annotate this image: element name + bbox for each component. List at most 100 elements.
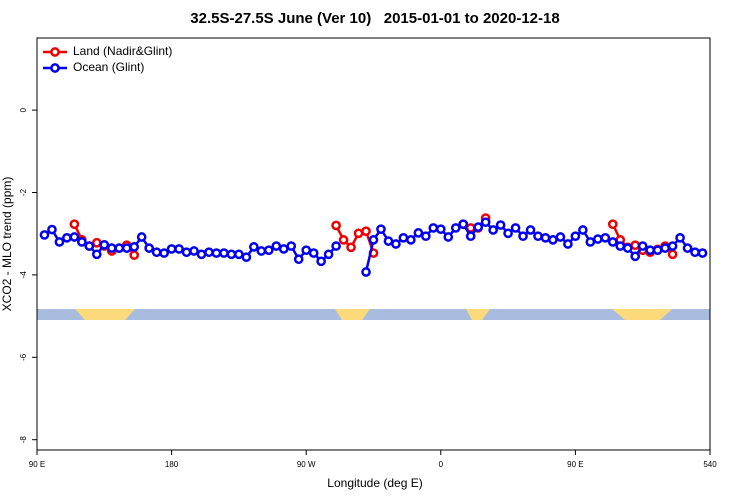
y-tick-label: -2 xyxy=(19,188,28,196)
point xyxy=(667,249,678,260)
point xyxy=(181,247,192,258)
point xyxy=(39,230,50,240)
x-tick-label: 90 E xyxy=(29,460,45,469)
point xyxy=(398,232,409,243)
point xyxy=(241,252,252,263)
point xyxy=(480,217,491,228)
point xyxy=(488,225,498,235)
point xyxy=(144,243,155,253)
point xyxy=(540,232,551,243)
point xyxy=(435,224,446,235)
point xyxy=(91,237,102,248)
point xyxy=(495,220,506,230)
point xyxy=(690,247,700,258)
point xyxy=(106,243,117,253)
x-tick-label: 540 xyxy=(703,460,717,469)
point xyxy=(473,222,484,232)
point xyxy=(600,232,611,243)
point xyxy=(592,234,603,244)
point xyxy=(249,242,259,252)
point xyxy=(159,248,169,258)
chart-title: 32.5S-27.5S June (Ver 10) 2015-01-01 to … xyxy=(190,10,559,27)
x-tick-label: 0 xyxy=(439,460,444,469)
point xyxy=(570,231,581,242)
point xyxy=(263,245,274,256)
point xyxy=(443,232,454,242)
point xyxy=(645,245,656,256)
point xyxy=(346,242,356,253)
legend-marker xyxy=(50,47,60,57)
point xyxy=(136,232,147,242)
point xyxy=(578,225,588,235)
legend-label: Ocean (Glint) xyxy=(73,60,144,74)
point xyxy=(278,244,289,254)
point xyxy=(331,241,341,251)
point xyxy=(316,256,327,267)
land-patch xyxy=(335,309,370,320)
point xyxy=(174,244,184,254)
point xyxy=(211,248,222,258)
point xyxy=(503,228,513,239)
point xyxy=(84,241,95,251)
point xyxy=(420,231,431,242)
point xyxy=(518,231,528,242)
point xyxy=(256,246,267,256)
y-tick-label: 0 xyxy=(19,107,28,112)
point xyxy=(271,241,282,251)
point xyxy=(189,246,199,256)
land-patch xyxy=(75,309,135,320)
land-patch xyxy=(612,309,672,320)
point xyxy=(323,249,334,260)
point xyxy=(555,232,566,242)
point xyxy=(533,231,543,242)
point xyxy=(293,254,304,265)
point xyxy=(376,224,386,235)
point xyxy=(548,235,558,245)
point xyxy=(465,231,476,242)
x-tick-label: 90 E xyxy=(567,460,583,469)
point xyxy=(219,248,229,258)
point xyxy=(675,232,685,243)
y-tick-label: -6 xyxy=(19,353,28,361)
point xyxy=(338,235,349,245)
point xyxy=(660,243,670,253)
point xyxy=(450,223,461,233)
y-tick-label: -8 xyxy=(19,436,28,444)
point xyxy=(630,240,641,251)
point xyxy=(226,249,237,260)
legend-marker xyxy=(50,63,60,73)
land-ocean-band xyxy=(37,309,710,320)
x-tick-label: 90 W xyxy=(297,460,316,469)
point xyxy=(383,236,394,246)
land-patch xyxy=(466,309,490,320)
point xyxy=(458,219,469,230)
point xyxy=(585,237,596,247)
point xyxy=(622,243,633,253)
point xyxy=(406,235,416,245)
point xyxy=(637,241,648,251)
point xyxy=(361,226,371,237)
point xyxy=(69,232,80,242)
point xyxy=(99,239,110,250)
point xyxy=(652,245,663,256)
point xyxy=(69,219,80,230)
point xyxy=(607,219,618,230)
point xyxy=(563,239,573,249)
point xyxy=(151,247,162,258)
point xyxy=(77,237,87,247)
point xyxy=(301,245,312,256)
point xyxy=(62,232,72,243)
point xyxy=(121,243,132,253)
point xyxy=(204,247,214,258)
plot-frame xyxy=(36,37,711,451)
point xyxy=(47,224,57,235)
point xyxy=(428,223,439,233)
point xyxy=(196,249,207,260)
point xyxy=(129,242,140,252)
point xyxy=(331,220,341,231)
x-tick-label: 180 xyxy=(165,460,179,469)
y-tick-label: -4 xyxy=(19,271,28,279)
y-axis-label: XCO2 - MLO trend (ppm) xyxy=(0,177,14,312)
point xyxy=(630,251,641,262)
